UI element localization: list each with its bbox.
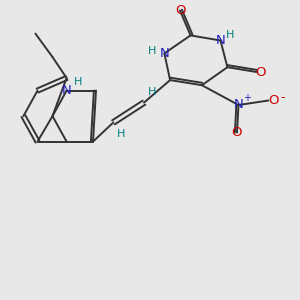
Text: N: N (62, 84, 71, 97)
Text: -: - (281, 91, 285, 104)
Text: H: H (117, 129, 125, 139)
Text: O: O (269, 94, 279, 107)
Text: O: O (175, 4, 185, 17)
Text: H: H (226, 30, 234, 40)
Text: N: N (234, 98, 243, 112)
Text: +: + (243, 93, 251, 103)
Text: N: N (160, 47, 169, 60)
Text: N: N (216, 34, 225, 47)
Text: O: O (232, 126, 242, 139)
Text: O: O (255, 65, 266, 79)
Text: H: H (148, 87, 157, 97)
Text: H: H (74, 76, 82, 87)
Text: H: H (148, 46, 156, 56)
